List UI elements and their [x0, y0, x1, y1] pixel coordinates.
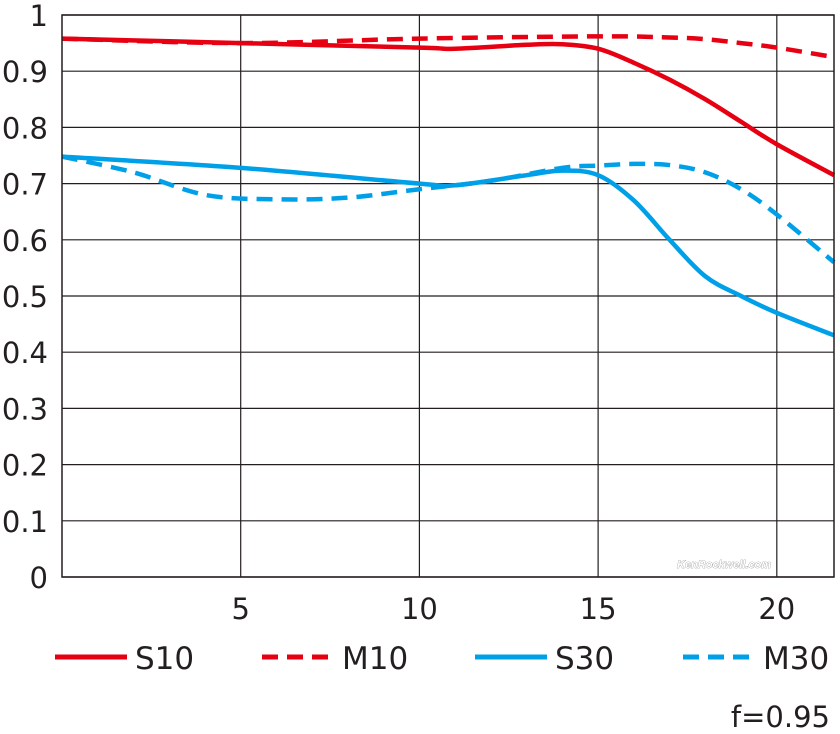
legend-label-s10: S10	[135, 641, 194, 677]
x-tick-label: 20	[758, 592, 795, 626]
y-tick-label: 1	[30, 0, 48, 33]
legend-label-m10: M10	[342, 641, 408, 677]
y-tick-label: 0.1	[2, 505, 48, 539]
legend-label-m30: M30	[763, 641, 829, 677]
y-tick-label: 0.9	[2, 55, 48, 89]
y-tick-label: 0.2	[2, 449, 48, 483]
x-tick-label: 15	[580, 592, 617, 626]
y-tick-labels: 0 0.1 0.2 0.3 0.4 0.5 0.6 0.7 0.8 0.9 1	[2, 0, 48, 595]
aperture-note: f=0.95	[730, 700, 830, 734]
legend: S10 M10 S30 M30	[55, 641, 829, 677]
series-s10-line	[61, 36, 836, 178]
plot-frame	[61, 14, 835, 578]
y-tick-label: 0.8	[2, 111, 48, 145]
x-tick-labels: 5 10 15 20	[231, 592, 795, 626]
series-m30-line	[61, 154, 836, 265]
legend-label-s30: S30	[555, 641, 614, 677]
series-s30-line	[61, 154, 835, 338]
y-tick-label: 0	[30, 561, 48, 595]
y-tick-label: 0.5	[2, 280, 48, 314]
y-tick-label: 0.7	[2, 168, 48, 202]
x-tick-label: 10	[401, 592, 438, 626]
series-lines	[61, 34, 836, 338]
watermark: KenRockwell.com	[677, 559, 771, 571]
y-tick-label: 0.6	[2, 224, 48, 258]
series-m10-line	[61, 34, 835, 60]
grid	[62, 14, 834, 578]
y-tick-label: 0.3	[2, 392, 48, 426]
y-tick-label: 0.4	[2, 336, 48, 370]
x-tick-label: 5	[231, 592, 249, 626]
